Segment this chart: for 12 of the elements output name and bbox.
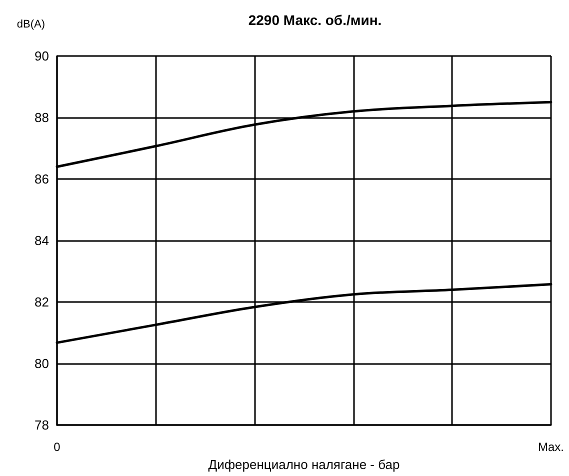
x-axis-title: Диференциално налягане - бар — [208, 457, 400, 472]
y-tick-label: 78 — [34, 418, 49, 433]
y-tick-label: 90 — [34, 48, 49, 64]
x-tick-label: Max. — [538, 440, 564, 454]
y-axis-title: dB(A) — [16, 18, 45, 30]
y-tick-label: 84 — [34, 233, 49, 248]
y-tick-label: 88 — [34, 110, 49, 126]
y-tick-label: 86 — [34, 172, 49, 187]
y-tick-label: 82 — [34, 294, 49, 310]
y-tick-label: 80 — [34, 356, 49, 372]
chart-title: 2290 Макс. об./мин. — [248, 12, 382, 28]
x-tick-label: 0 — [54, 440, 61, 454]
